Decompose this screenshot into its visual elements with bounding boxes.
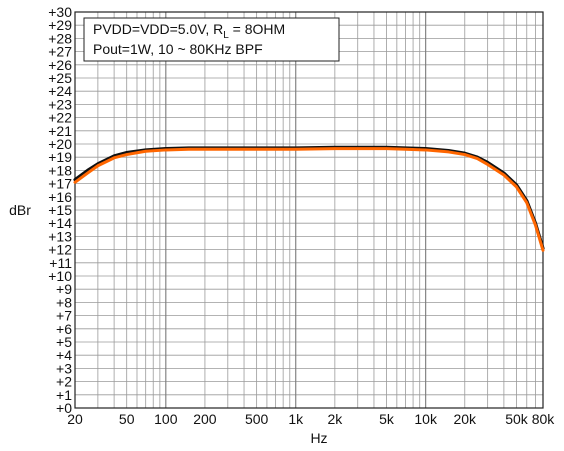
y-tick-label: +23 — [48, 96, 72, 112]
y-tick-label: +28 — [48, 30, 72, 46]
y-tick-label: +14 — [48, 215, 72, 231]
y-tick-label: +17 — [48, 176, 72, 192]
x-tick-label: 200 — [193, 411, 217, 427]
x-tick-label: 500 — [245, 411, 269, 427]
y-tick-label: +19 — [48, 149, 72, 165]
x-tick-label: 100 — [154, 411, 178, 427]
y-tick-label: +27 — [48, 44, 72, 60]
y-tick-label: +4 — [56, 347, 72, 363]
annotation-line-1-suffix: = 8OHM — [229, 21, 285, 37]
y-tick-label: +9 — [56, 281, 72, 297]
x-tick-label: 50 — [119, 411, 135, 427]
x-tick-label: 10k — [414, 411, 438, 427]
x-tick-label: 1k — [288, 411, 304, 427]
annotation-line-1-prefix: PVDD=VDD=5.0V, R — [93, 21, 223, 37]
x-tick-label: 80k — [532, 411, 556, 427]
y-tick-label: +29 — [48, 17, 72, 33]
series-line-2 — [73, 147, 545, 252]
series-line-1 — [73, 145, 545, 250]
y-tick-label: +13 — [48, 228, 72, 244]
annotation-border — [83, 17, 340, 62]
y-tick-label: +12 — [48, 242, 72, 258]
plot-frame — [74, 11, 544, 409]
y-tick-label: +1 — [56, 387, 72, 403]
x-tick-label: 20k — [453, 411, 477, 427]
y-tick-label: +24 — [48, 83, 72, 99]
annotation-box: PVDD=VDD=5.0V, RL = 8OHM Pout=1W, 10 ~ 8… — [83, 17, 340, 62]
y-tick-label: +15 — [48, 202, 72, 218]
y-tick-label: +26 — [48, 57, 72, 73]
x-tick-label: 20 — [67, 411, 83, 427]
y-tick-label: +30 — [48, 4, 72, 20]
x-tick-label: 5k — [379, 411, 395, 427]
annotation-line-1: PVDD=VDD=5.0V, RL = 8OHM — [93, 21, 285, 41]
x-tick-label: 50k — [505, 411, 529, 427]
annotation-line-2: Pout=1W, 10 ~ 80KHz BPF — [93, 41, 263, 57]
y-tick-label: +25 — [48, 70, 72, 86]
x-tick-label: 2k — [327, 411, 343, 427]
y-tick-labels: +0+1+2+3+4+5+6+7+8+9+10+11+12+13+14+15+1… — [48, 4, 72, 416]
y-tick-label: +2 — [56, 374, 72, 390]
grid — [74, 11, 544, 409]
y-tick-label: +8 — [56, 294, 72, 310]
annotation-line-1-subscript: L — [223, 30, 229, 41]
series-layer — [73, 145, 545, 252]
y-tick-label: +18 — [48, 162, 72, 178]
y-tick-label: +0 — [56, 400, 72, 416]
y-tick-label: +7 — [56, 308, 72, 324]
y-tick-label: +5 — [56, 334, 72, 350]
y-tick-label: +21 — [48, 123, 72, 139]
x-tick-labels: 20 50 100 200 500 1k 2k 5k 10k 20k 50k 80k — [67, 411, 555, 427]
y-axis-label: dBr — [9, 202, 31, 218]
y-tick-label: +10 — [48, 268, 72, 284]
y-tick-label: +6 — [56, 321, 72, 337]
x-axis-label: Hz — [310, 430, 327, 446]
y-tick-label: +22 — [48, 110, 72, 126]
y-tick-label: +11 — [49, 255, 72, 271]
y-tick-label: +20 — [48, 136, 72, 152]
y-tick-label: +16 — [48, 189, 72, 205]
y-tick-label: +3 — [56, 360, 72, 376]
